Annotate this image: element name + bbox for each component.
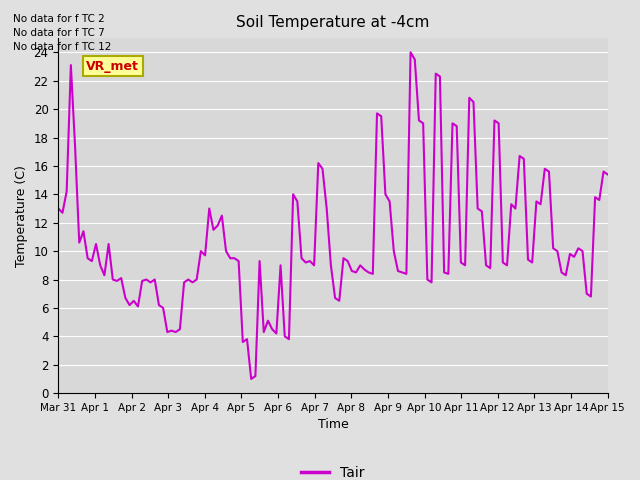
Text: No data for f TC 12: No data for f TC 12	[13, 42, 111, 52]
Text: No data for f TC 7: No data for f TC 7	[13, 28, 104, 38]
X-axis label: Time: Time	[317, 419, 348, 432]
Text: VR_met: VR_met	[86, 60, 140, 72]
Legend: Tair: Tair	[296, 460, 370, 480]
Text: No data for f TC 2: No data for f TC 2	[13, 13, 104, 24]
Y-axis label: Temperature (C): Temperature (C)	[15, 165, 28, 266]
Title: Soil Temperature at -4cm: Soil Temperature at -4cm	[236, 15, 429, 30]
